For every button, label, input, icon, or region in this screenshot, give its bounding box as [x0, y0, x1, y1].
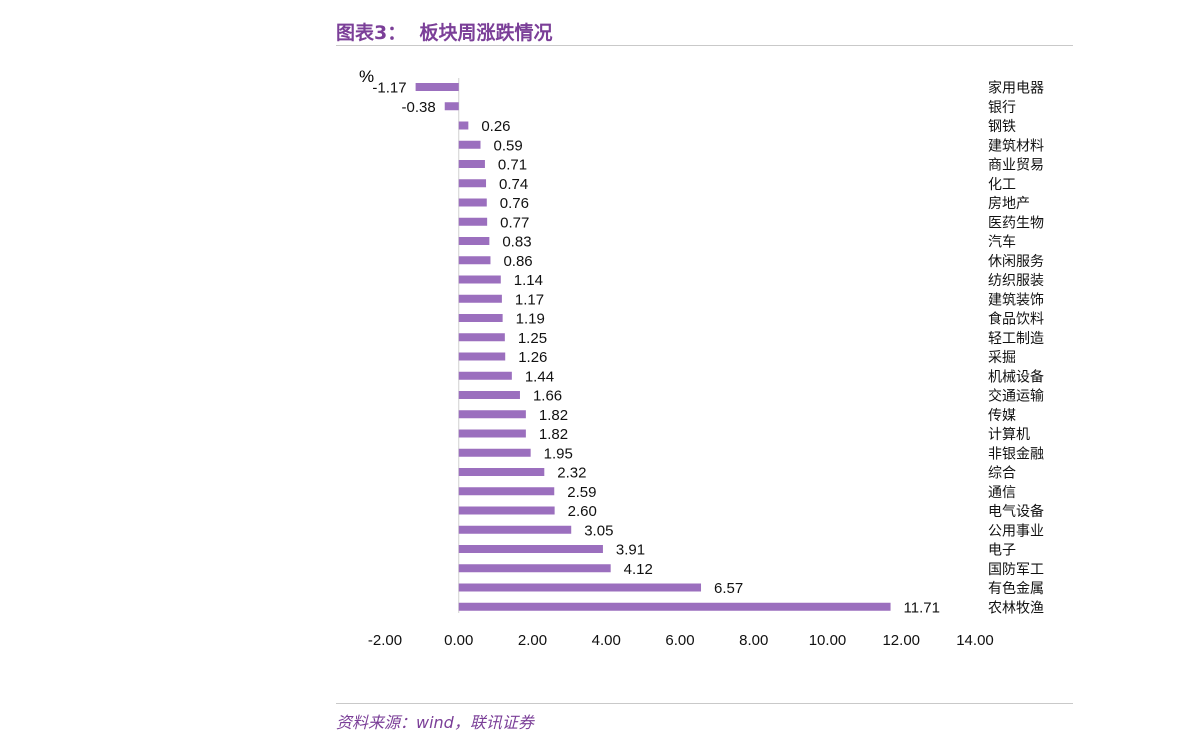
bar — [458, 545, 603, 553]
data-label: 1.25 — [518, 330, 547, 347]
bar — [458, 333, 505, 342]
x-tick-label: 6.00 — [665, 632, 694, 649]
x-tick-label: 2.00 — [518, 632, 547, 649]
unit-label: % — [359, 67, 374, 86]
category-label: 采掘 — [988, 350, 1016, 366]
data-label: 1.19 — [516, 311, 545, 328]
data-label: 2.60 — [568, 503, 597, 520]
data-label: 1.95 — [544, 445, 573, 462]
category-label: 汽车 — [988, 234, 1016, 251]
category-label: 农林牧渔 — [988, 600, 1044, 616]
category-label: 商业贸易 — [988, 158, 1044, 174]
data-label: 0.26 — [481, 118, 510, 135]
data-label: 2.32 — [557, 465, 586, 482]
bar — [458, 256, 491, 265]
bar — [458, 314, 503, 322]
x-tick-label: 14.00 — [956, 632, 994, 649]
category-label: 传媒 — [988, 408, 1016, 424]
data-label: 6.57 — [714, 580, 743, 597]
category-label: 综合 — [988, 466, 1016, 482]
bar — [458, 371, 512, 380]
title-divider — [336, 45, 1073, 46]
category-label: 房地产 — [988, 196, 1030, 212]
category-label: 纺织服装 — [988, 273, 1044, 289]
bar — [458, 506, 555, 515]
data-label: 3.05 — [584, 522, 613, 539]
x-tick-label: 12.00 — [882, 632, 920, 649]
data-label: 1.17 — [515, 291, 544, 308]
bar — [458, 179, 487, 188]
x-tick-label: 10.00 — [809, 632, 847, 649]
bar — [458, 160, 485, 168]
category-label: 休闲服务 — [988, 254, 1044, 270]
bar — [458, 140, 481, 149]
data-label: 1.14 — [514, 272, 543, 289]
data-label: 1.82 — [539, 426, 568, 443]
bar — [444, 102, 459, 111]
x-tick-label: 0.00 — [444, 632, 473, 649]
bar — [415, 83, 459, 91]
source-note: 资料来源：wind，联讯证券 — [336, 713, 534, 732]
bar — [458, 198, 487, 207]
category-label: 钢铁 — [988, 119, 1016, 135]
data-label: 11.71 — [904, 599, 940, 616]
bar — [458, 602, 891, 611]
category-label: 建筑装饰 — [988, 292, 1044, 308]
bar — [458, 468, 545, 476]
category-label: 非银金融 — [988, 446, 1044, 462]
data-label: 0.71 — [498, 157, 527, 174]
category-label: 食品饮料 — [988, 311, 1044, 328]
bar — [458, 564, 611, 573]
category-label: 电气设备 — [988, 503, 1044, 520]
data-label: 4.12 — [624, 561, 653, 578]
category-label: 交通运输 — [988, 388, 1044, 405]
x-tick-label: 8.00 — [739, 632, 768, 649]
category-label: 通信 — [988, 485, 1016, 501]
category-label: 建筑材料 — [988, 138, 1044, 154]
footer-divider — [336, 703, 1073, 704]
bar — [458, 352, 506, 361]
category-label: 公用事业 — [988, 523, 1044, 539]
data-label: -0.38 — [402, 99, 436, 116]
category-label: 轻工制造 — [988, 331, 1044, 347]
data-label: 0.77 — [500, 214, 529, 231]
bar — [458, 121, 469, 130]
bar — [458, 294, 502, 303]
data-label: 0.74 — [499, 176, 528, 193]
data-label: 1.44 — [525, 368, 554, 385]
bar — [458, 237, 490, 245]
data-label: 1.66 — [533, 388, 562, 405]
data-label: 1.82 — [539, 407, 568, 424]
bar — [458, 429, 526, 438]
bar — [458, 583, 702, 592]
bar — [458, 487, 555, 496]
category-label: 家用电器 — [988, 80, 1044, 97]
category-label: 国防军工 — [988, 562, 1044, 578]
data-label: -1.17 — [372, 80, 406, 97]
data-label: 1.26 — [518, 349, 547, 366]
category-label: 医药生物 — [988, 215, 1044, 231]
category-label: 有色金属 — [988, 580, 1044, 597]
category-label: 银行 — [988, 100, 1016, 116]
bar — [458, 448, 531, 457]
category-label: 化工 — [988, 177, 1016, 193]
bar — [458, 525, 572, 534]
data-label: 0.76 — [500, 195, 529, 212]
bar — [458, 410, 526, 419]
bar — [458, 275, 501, 284]
data-label: 3.91 — [616, 542, 645, 559]
x-tick-label: -2.00 — [368, 632, 402, 649]
data-label: 0.83 — [502, 234, 531, 251]
category-label: 机械设备 — [988, 368, 1044, 385]
category-label: 计算机 — [988, 427, 1030, 443]
chart-title: 图表3： 板块周涨跌情况 — [336, 22, 553, 44]
data-label: 0.86 — [503, 253, 532, 270]
bar — [458, 391, 520, 399]
data-label: 2.59 — [567, 484, 596, 501]
data-label: 0.59 — [494, 137, 523, 154]
bar — [458, 217, 488, 226]
category-label: 电子 — [988, 543, 1016, 559]
x-tick-label: 4.00 — [592, 632, 621, 649]
